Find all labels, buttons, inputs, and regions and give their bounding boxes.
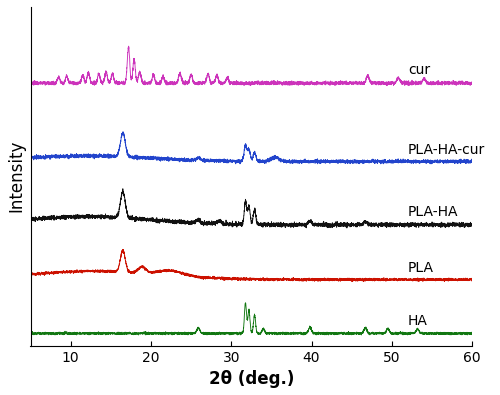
Text: PLA-HA-cur: PLA-HA-cur [408, 143, 485, 157]
X-axis label: 2θ (deg.): 2θ (deg.) [208, 370, 294, 388]
Text: HA: HA [408, 314, 428, 328]
Text: cur: cur [408, 63, 430, 77]
Text: PLA: PLA [408, 261, 434, 275]
Text: PLA-HA: PLA-HA [408, 205, 459, 220]
Y-axis label: Intensity: Intensity [7, 140, 25, 213]
